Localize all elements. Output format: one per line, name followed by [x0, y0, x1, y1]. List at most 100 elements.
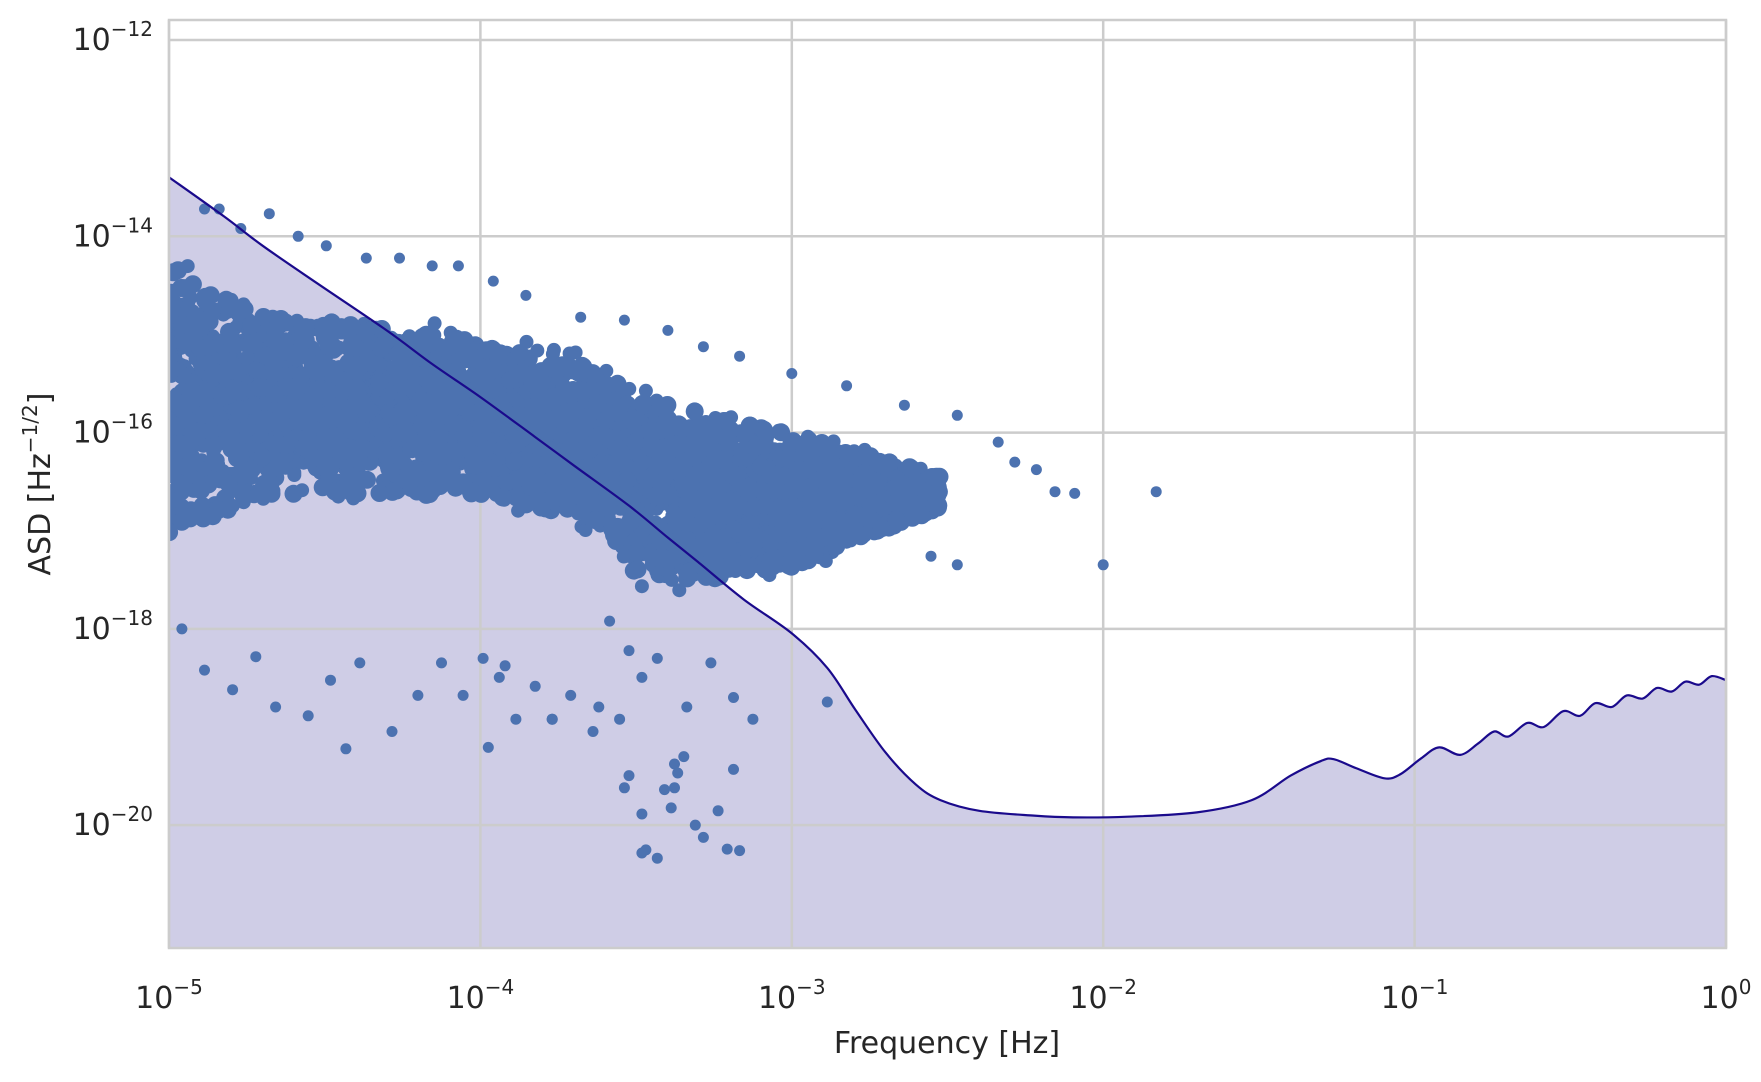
scatter-outlier-point	[992, 436, 1004, 448]
scatter-outlier-point	[587, 726, 599, 737]
scatter-point	[293, 412, 312, 431]
scatter-outlier-point	[199, 664, 210, 676]
scatter-point	[464, 448, 483, 467]
scatter-outlier-point	[712, 805, 724, 817]
scatter-point	[239, 336, 258, 355]
scatter-point	[217, 290, 236, 309]
scatter-point	[684, 445, 703, 464]
scatter-outlier-point	[925, 550, 937, 562]
scatter-outlier-point	[665, 802, 677, 814]
scatter-outlier-point	[1097, 559, 1109, 571]
scatter-point	[887, 510, 906, 529]
scatter-point	[403, 378, 422, 397]
scatter-point	[192, 385, 210, 404]
scatter-outlier-point	[614, 713, 626, 725]
scatter-point	[173, 315, 192, 334]
scatter-point	[493, 440, 512, 458]
scatter-outlier-point	[669, 782, 680, 794]
scatter-point	[244, 396, 263, 415]
scatter-point	[471, 371, 490, 390]
scatter-point	[461, 403, 480, 422]
scatter-point	[626, 433, 645, 452]
scatter-outlier-point	[669, 758, 680, 770]
scatter-point	[172, 279, 190, 297]
scatter-point	[705, 551, 724, 570]
scatter-point	[533, 496, 552, 514]
scatter-point	[192, 481, 210, 500]
scatter-point	[851, 527, 870, 546]
scatter-outlier-point	[1049, 486, 1061, 498]
scatter-point	[430, 429, 449, 448]
scatter-outlier-point	[1069, 487, 1081, 499]
scatter-point	[784, 554, 803, 573]
scatter-point	[804, 453, 823, 472]
scatter-point	[433, 368, 452, 386]
scatter-point	[741, 416, 760, 435]
scatter-point	[412, 469, 430, 488]
scatter-point	[634, 579, 649, 594]
scatter-point	[669, 415, 688, 434]
scatter-point	[284, 484, 303, 503]
scatter-point	[201, 421, 220, 440]
scatter-point	[448, 361, 467, 380]
scatter-point	[497, 472, 516, 491]
scatter-outlier-point	[659, 784, 670, 796]
scatter-point	[342, 398, 361, 417]
scatter-point	[224, 335, 243, 354]
scatter-point	[568, 486, 587, 505]
scatter-point	[404, 344, 423, 362]
scatter-outlier-point	[786, 368, 798, 379]
scatter-point	[191, 310, 210, 329]
scatter-point	[228, 362, 247, 381]
scatter-point	[311, 359, 329, 378]
scatter-point	[383, 407, 402, 426]
scatter-point	[546, 452, 565, 471]
scatter-point	[374, 425, 393, 444]
scatter-point	[771, 524, 790, 543]
y-tick-label: 10−14	[73, 213, 153, 254]
scatter-outlier-point	[412, 689, 424, 701]
scatter-point	[706, 452, 725, 470]
scatter-point	[522, 365, 541, 384]
scatter-point	[664, 460, 683, 478]
scatter-point	[697, 481, 716, 500]
scatter-layer	[169, 203, 1162, 864]
scatter-outlier-point	[604, 615, 616, 627]
scatter-point	[354, 439, 373, 458]
scatter-point	[865, 494, 884, 512]
scatter-point	[196, 291, 215, 310]
scatter-point	[765, 548, 784, 567]
scatter-point	[394, 356, 413, 375]
scatter-point	[443, 441, 462, 460]
scatter-point	[786, 473, 805, 491]
scatter-point	[441, 399, 460, 417]
scatter-point	[783, 540, 801, 559]
scatter-point	[667, 513, 686, 532]
scatter-point	[349, 358, 368, 377]
scatter-point	[170, 434, 189, 453]
scatter-point	[416, 444, 435, 463]
scatter-point	[485, 459, 504, 478]
scatter-outlier-point	[951, 409, 963, 421]
scatter-point	[654, 438, 673, 457]
scatter-outlier-point	[636, 671, 648, 683]
scatter-point	[717, 412, 736, 431]
scatter-point	[872, 519, 891, 538]
scatter-outlier-point	[721, 843, 733, 855]
scatter-point	[376, 444, 395, 463]
scatter-point	[812, 492, 831, 511]
y-axis-label: ASD [Hz−1/2]	[18, 393, 58, 576]
scatter-outlier-point	[520, 289, 532, 301]
scatter-outlier-point	[1030, 464, 1042, 476]
scatter-point	[651, 421, 670, 440]
scatter-point	[342, 421, 361, 440]
scatter-point	[563, 415, 582, 434]
scatter-point	[841, 512, 860, 531]
scatter-point	[804, 512, 823, 530]
scatter-point	[638, 383, 653, 398]
scatter-point	[272, 456, 291, 475]
scatter-point	[578, 408, 597, 427]
scatter-point	[870, 452, 889, 471]
scatter-point	[644, 548, 663, 567]
